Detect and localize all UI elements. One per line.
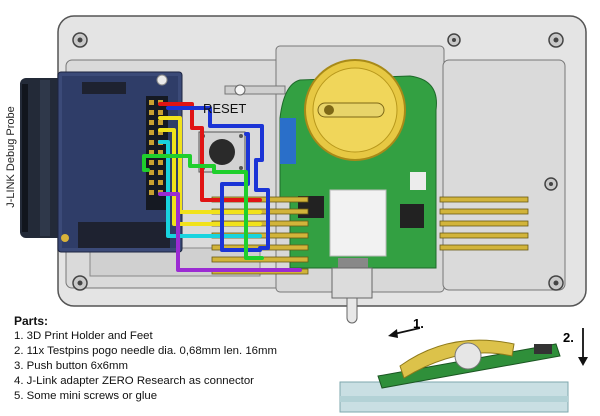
reset-label: RESET (203, 101, 247, 116)
reset-push-button (198, 131, 246, 173)
parts-item: 2. 11x Testpins pogo needle dia. 0,68mm … (14, 345, 277, 357)
parts-list: Parts: 1. 3D Print Holder and Feet 2. 11… (14, 314, 277, 404)
battery-holder (304, 59, 406, 161)
screw-icon-bottom-right (548, 275, 564, 291)
screw-icon-top-center (447, 33, 461, 47)
wire-purple (158, 192, 302, 272)
bottom-plug (331, 267, 373, 324)
parts-item: 4. J-Link adapter ZERO Research as conne… (14, 375, 254, 387)
probe-label: J-LINK Debug Probe (5, 106, 17, 208)
screw-icon-bottom-left (72, 275, 88, 291)
screw-icon-top-left (72, 32, 88, 48)
screw-icon-mid-right (544, 177, 558, 191)
step1-label: 1. (413, 316, 424, 331)
step2-arrow-icon (578, 328, 588, 366)
screw-icon-top-right (548, 32, 564, 48)
wire-green (142, 154, 264, 260)
step2-label: 2. (563, 330, 574, 345)
wire-red (158, 102, 262, 202)
testpins-right (439, 196, 529, 251)
step1-arrow-icon (388, 327, 421, 338)
reset-label-marker (224, 84, 286, 96)
parts-title: Parts: (14, 314, 49, 328)
parts-item: 3. Push button 6x6mm (14, 360, 128, 372)
side-view-illustration (339, 339, 569, 413)
wire-blue (166, 106, 270, 250)
wire-blue-2 (220, 132, 262, 252)
wire-yellow-2 (158, 128, 262, 226)
wire-cyan (158, 140, 262, 238)
parts-item: 1. 3D Print Holder and Feet (14, 330, 153, 342)
parts-item: 5. Some mini screws or glue (14, 390, 158, 402)
